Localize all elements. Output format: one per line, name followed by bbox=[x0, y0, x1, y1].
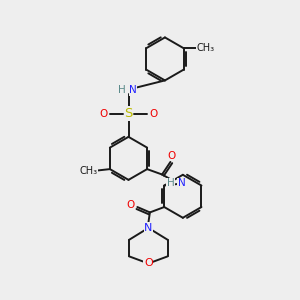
Text: N: N bbox=[129, 85, 137, 95]
Text: O: O bbox=[144, 259, 153, 269]
Text: CH₃: CH₃ bbox=[79, 166, 98, 176]
Text: N: N bbox=[144, 223, 153, 233]
Text: H: H bbox=[167, 178, 174, 188]
Text: O: O bbox=[150, 109, 158, 118]
Text: H: H bbox=[118, 85, 126, 95]
Text: O: O bbox=[168, 151, 176, 161]
Text: CH₃: CH₃ bbox=[197, 43, 215, 53]
Text: S: S bbox=[124, 107, 133, 120]
Text: O: O bbox=[99, 109, 107, 118]
Text: O: O bbox=[127, 200, 135, 210]
Text: N: N bbox=[178, 178, 185, 188]
